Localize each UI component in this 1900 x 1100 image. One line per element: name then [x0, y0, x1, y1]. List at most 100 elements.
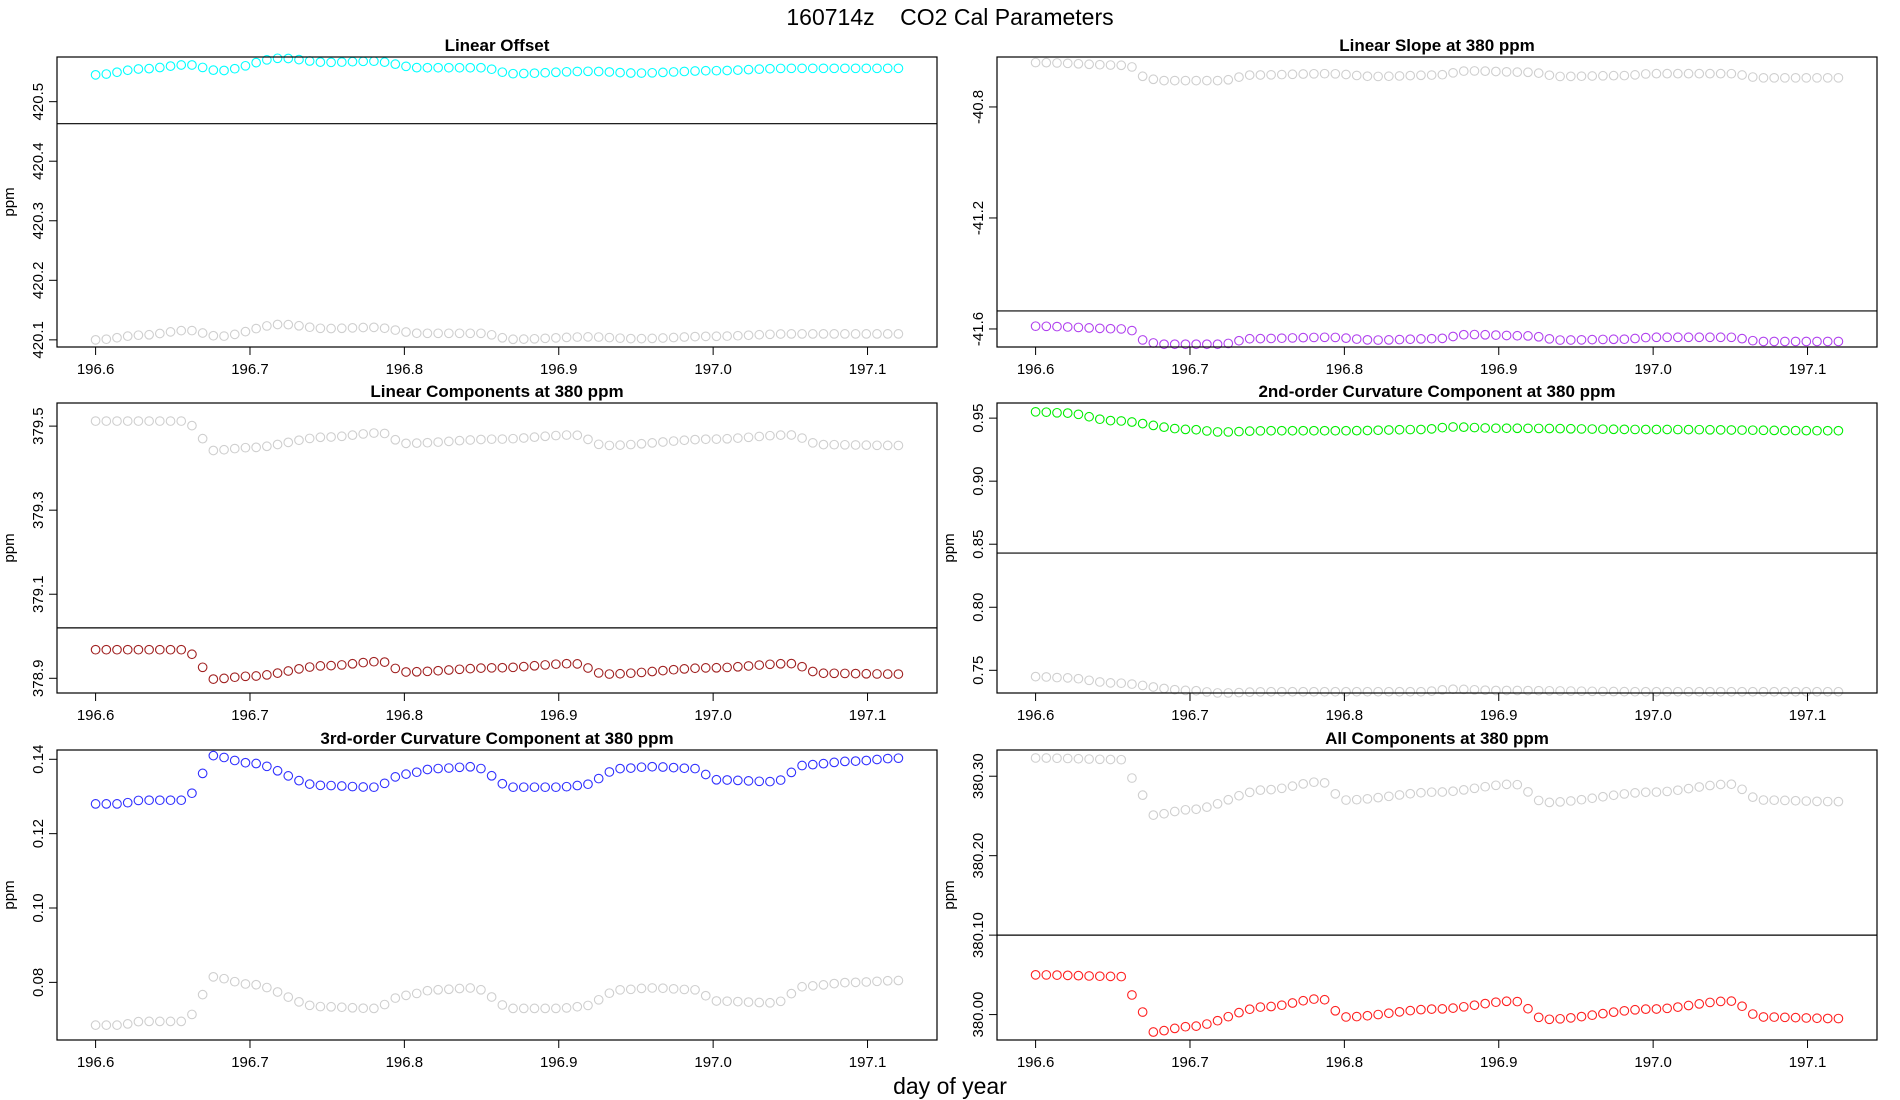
data-point [1737, 333, 1747, 344]
data-point [154, 62, 165, 73]
data-point [390, 993, 401, 1003]
data-point [1608, 424, 1619, 435]
x-tick-label: 196.8 [1326, 361, 1364, 378]
data-point [1073, 322, 1084, 333]
data-point [1812, 1013, 1822, 1024]
data-point [283, 437, 294, 448]
series-group [1030, 969, 1844, 1037]
y-tick-label: 0.12 [30, 819, 47, 848]
data-point [679, 332, 690, 342]
data-point [658, 437, 668, 447]
data-point [1598, 1008, 1608, 1019]
data-point [347, 323, 358, 333]
data-point [144, 644, 154, 655]
data-point [700, 434, 711, 445]
data-point [1737, 70, 1747, 80]
data-point [1501, 779, 1512, 790]
data-point [1512, 779, 1523, 790]
x-tick-label: 197.1 [849, 1054, 887, 1071]
data-point [1694, 999, 1705, 1009]
data-point [443, 665, 454, 675]
data-point [1501, 685, 1512, 696]
data-point [1191, 685, 1202, 696]
data-point [840, 439, 850, 450]
data-point [1116, 324, 1127, 334]
data-point [1362, 793, 1373, 804]
data-point [690, 66, 700, 76]
data-point [1630, 333, 1640, 344]
data-point [229, 443, 240, 454]
data-point [1672, 68, 1683, 79]
data-point [401, 61, 411, 72]
data-point [1127, 62, 1137, 72]
data-point [187, 649, 197, 660]
data-point [807, 437, 818, 448]
data-point [294, 775, 304, 786]
data-point [240, 757, 251, 768]
data-point [401, 438, 411, 449]
data-point [486, 992, 497, 1002]
data-point [1052, 672, 1062, 683]
data-point [1833, 336, 1844, 347]
data-point [829, 63, 840, 74]
x-tick-label: 197.0 [1634, 361, 1672, 378]
data-point [1041, 753, 1052, 763]
data-point [165, 795, 176, 806]
data-point [1405, 334, 1416, 345]
data-point [433, 62, 443, 73]
data-point [315, 57, 326, 67]
data-point [1298, 332, 1309, 343]
x-tick-label: 196.8 [1326, 1054, 1364, 1071]
data-point [861, 668, 872, 679]
data-point [1244, 687, 1255, 697]
data-point [1351, 334, 1362, 344]
data-point [615, 984, 625, 995]
data-point [1662, 786, 1672, 797]
data-point [893, 63, 904, 74]
data-point [262, 982, 272, 993]
data-point [1094, 971, 1105, 982]
data-point [1651, 686, 1662, 697]
data-point [101, 334, 112, 345]
data-point [1587, 686, 1598, 697]
data-point [1223, 794, 1234, 805]
data-point [1394, 686, 1405, 697]
data-point [1747, 792, 1758, 802]
data-point [347, 781, 358, 792]
data-point [518, 433, 529, 443]
data-point [732, 775, 743, 786]
data-point [1394, 1007, 1405, 1017]
data-point [1330, 789, 1341, 799]
data-point [1298, 69, 1309, 79]
data-point [861, 329, 872, 339]
data-point [1052, 407, 1062, 418]
data-point [133, 644, 144, 655]
data-point [1619, 334, 1630, 345]
y-tick-label: 0.10 [30, 893, 47, 922]
data-point [197, 433, 208, 444]
data-point [347, 1002, 358, 1013]
data-point [1769, 72, 1780, 83]
data-point [1480, 423, 1491, 433]
data-point [647, 333, 658, 344]
data-point [1309, 686, 1319, 697]
data-point [1780, 336, 1790, 347]
series-group [1030, 321, 1844, 350]
data-point [1255, 1002, 1266, 1012]
data-point [1416, 1004, 1426, 1015]
y-tick-label: 380.10 [970, 912, 987, 958]
data-point [1362, 1010, 1373, 1021]
data-point [1105, 323, 1116, 334]
data-point [690, 663, 700, 674]
data-point [1651, 1004, 1662, 1014]
data-point [1416, 70, 1426, 81]
x-tick-label: 196.6 [77, 1054, 115, 1071]
data-point [154, 795, 165, 806]
data-point [1598, 70, 1608, 81]
data-point [1555, 423, 1565, 434]
data-point [1523, 786, 1533, 797]
data-point [1244, 70, 1255, 80]
data-point [604, 332, 615, 343]
data-point [743, 330, 754, 341]
series-group [1030, 406, 1844, 437]
